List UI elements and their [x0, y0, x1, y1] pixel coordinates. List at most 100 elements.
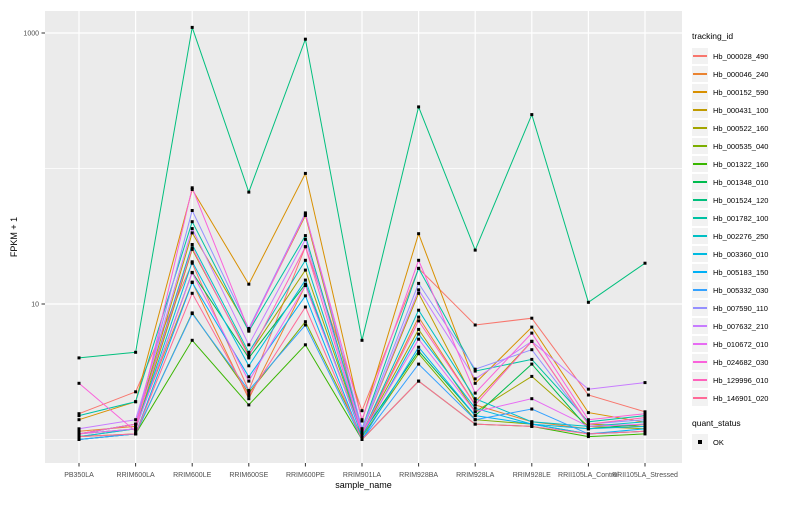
- data-point: [360, 438, 364, 441]
- data-point: [530, 348, 534, 352]
- data-point: [473, 323, 477, 327]
- x-tick-label: RRIM928LE: [513, 472, 551, 479]
- data-point: [190, 25, 194, 29]
- data-point: [417, 327, 421, 331]
- legend-item-label: Hb_007632_210: [713, 321, 769, 331]
- x-tick-label: RRII105LA_Control: [558, 472, 619, 479]
- legend-item-label: Hb_005183_150: [713, 267, 769, 277]
- legend-item-Hb_001524_120: Hb_001524_120: [692, 191, 798, 209]
- legend-item-label: Hb_002276_250: [713, 231, 769, 241]
- data-point: [247, 282, 251, 286]
- data-point: [473, 410, 477, 414]
- data-point: [586, 424, 590, 428]
- legend: tracking_id Hb_000028_490 Hb_000046_240 Hb…: [692, 31, 798, 451]
- series-color-line-icon: [692, 318, 708, 334]
- data-point: [530, 357, 534, 361]
- legend-item-Hb_001348_010: Hb_001348_010: [692, 173, 798, 191]
- series-color-line-icon: [692, 84, 708, 100]
- data-point: [643, 429, 647, 433]
- data-point: [190, 209, 194, 212]
- data-point: [473, 248, 477, 252]
- data-point: [643, 424, 647, 428]
- legend-item-label: Hb_129996_010: [713, 375, 769, 385]
- series-color-line-icon: [692, 66, 708, 82]
- data-point: [643, 416, 647, 420]
- legend-item-Hb_007632_210: Hb_007632_210: [692, 317, 798, 335]
- series-color-line-icon: [692, 102, 708, 118]
- data-point: [530, 422, 534, 426]
- data-point: [643, 412, 647, 416]
- data-point: [190, 281, 194, 284]
- data-point: [247, 364, 251, 368]
- data-point: [190, 291, 194, 295]
- data-point: [586, 393, 590, 397]
- data-point: [473, 400, 477, 404]
- data-point: [247, 391, 251, 395]
- data-point: [303, 278, 307, 282]
- x-tick-label: RRIM928LA: [456, 472, 494, 479]
- data-point: [303, 237, 307, 241]
- data-point: [530, 331, 534, 335]
- data-point: [643, 381, 647, 385]
- data-point: [77, 429, 81, 433]
- data-point: [77, 381, 81, 385]
- x-tick-label: RRIM600LA: [117, 472, 155, 479]
- data-point: [417, 288, 421, 292]
- legend-item-Hb_000431_100: Hb_000431_100: [692, 101, 798, 119]
- data-point: [247, 350, 251, 354]
- data-point: [643, 427, 647, 431]
- data-point: [586, 411, 590, 415]
- data-point: [473, 369, 477, 373]
- data-point: [417, 258, 421, 262]
- data-point: [303, 284, 307, 287]
- data-point: [473, 377, 477, 381]
- data-point: [360, 418, 364, 422]
- data-point: [303, 323, 307, 327]
- data-point: [473, 414, 477, 418]
- legend-item-Hb_005332_030: Hb_005332_030: [692, 281, 798, 299]
- data-point: [190, 231, 194, 235]
- data-point: [190, 260, 194, 264]
- data-point: [190, 312, 194, 316]
- series-color-line-icon: [692, 48, 708, 64]
- data-point: [417, 266, 421, 270]
- data-point: [134, 429, 138, 433]
- legend-item-Hb_129996_010: Hb_129996_010: [692, 371, 798, 389]
- data-point: [190, 247, 194, 251]
- series-color-line-icon: [692, 264, 708, 280]
- data-point: [586, 432, 590, 436]
- x-tick-label: RRIM600SE: [229, 472, 268, 479]
- legend-item-Hb_000535_040: Hb_000535_040: [692, 137, 798, 155]
- data-point: [247, 375, 251, 379]
- data-point: [77, 356, 81, 360]
- x-tick-label: PB350LA: [64, 472, 94, 479]
- data-point: [473, 397, 477, 401]
- data-point: [303, 268, 307, 272]
- legend-item-label: Hb_000522_160: [713, 123, 769, 133]
- data-point: [134, 427, 138, 431]
- data-point: [303, 171, 307, 175]
- data-point: [530, 113, 534, 117]
- legend-item-label: Hb_000431_100: [713, 105, 769, 115]
- data-point: [586, 387, 590, 391]
- legend-tracking-items: Hb_000028_490 Hb_000046_240 Hb_000152_590 H…: [692, 47, 798, 407]
- series-color-line-icon: [692, 390, 708, 406]
- data-point: [530, 424, 534, 428]
- series-color-line-icon: [692, 336, 708, 352]
- data-point: [247, 394, 251, 398]
- data-point: [247, 389, 251, 392]
- data-point: [417, 315, 421, 319]
- data-point: [190, 243, 194, 246]
- data-point: [530, 407, 534, 411]
- data-point: [417, 345, 421, 349]
- legend-item-label: OK: [713, 437, 724, 447]
- data-point: [530, 362, 534, 366]
- series-color-line-icon: [692, 300, 708, 316]
- legend-item-label: Hb_000152_590: [713, 87, 769, 97]
- y-tick-label: 1000: [23, 31, 39, 38]
- legend-item-label: Hb_007590_110: [713, 303, 768, 313]
- data-point: [303, 234, 307, 238]
- data-point: [247, 379, 251, 383]
- data-point: [643, 418, 647, 422]
